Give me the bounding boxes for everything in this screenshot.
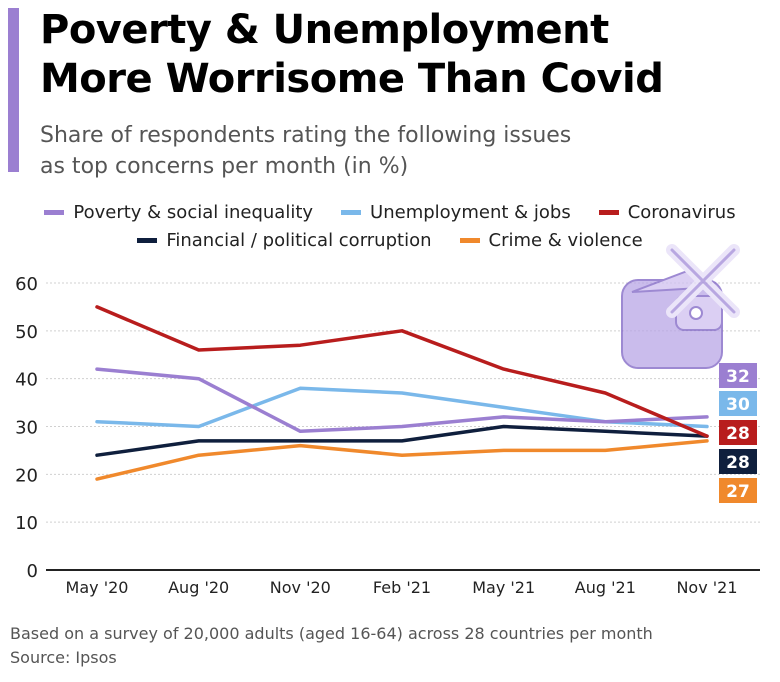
- chart-subtitle: Share of respondents rating the followin…: [40, 120, 680, 182]
- legend-item-coronavirus: Coronavirus: [598, 201, 736, 223]
- series-line: [95, 424, 709, 457]
- end-label: 32: [726, 367, 750, 387]
- x-tick-label: Feb '21: [373, 578, 431, 597]
- x-tick-label: Aug '20: [168, 578, 229, 597]
- end-label-box: [719, 391, 757, 416]
- y-tick-label: 10: [15, 513, 38, 534]
- legend-label: Poverty & social inequality: [73, 201, 314, 223]
- legend-label: Unemployment & jobs: [370, 201, 571, 223]
- legend-swatch: [341, 209, 362, 215]
- legend-swatch: [137, 237, 158, 243]
- legend-row-1: Poverty & social inequality Unemployment…: [0, 198, 780, 226]
- series-layer: [95, 305, 709, 481]
- end-label-box: [719, 363, 757, 388]
- end-label: 28: [726, 453, 750, 473]
- y-tick-label: 20: [15, 465, 38, 486]
- legend-label: Coronavirus: [627, 201, 736, 223]
- footer: Based on a survey of 20,000 adults (aged…: [10, 622, 770, 670]
- end-label: 28: [726, 424, 750, 444]
- y-tick-label: 40: [15, 370, 38, 391]
- legend-swatch: [459, 237, 480, 243]
- end-label-box: [719, 449, 757, 474]
- title-line-2: More Worrisome Than Covid: [40, 56, 664, 102]
- legend: Poverty & social inequality Unemployment…: [0, 198, 780, 254]
- footer-note: Based on a survey of 20,000 adults (aged…: [10, 624, 653, 643]
- end-label-box: [719, 478, 757, 503]
- chart-title: Poverty & Unemployment More Worrisome Th…: [40, 6, 770, 104]
- subtitle-line-1: Share of respondents rating the followin…: [40, 123, 572, 148]
- end-label: 27: [726, 482, 750, 502]
- end-labels-layer: 32 30 28 28 27: [719, 363, 757, 503]
- series-line: [95, 367, 709, 434]
- x-tick-label: Nov '20: [270, 578, 331, 597]
- legend-item-unemployment: Unemployment & jobs: [341, 202, 571, 223]
- subtitle-line-2: as top concerns per month (in %): [40, 154, 409, 179]
- footer-source: Source: Ipsos: [10, 648, 117, 667]
- legend-swatch: [44, 209, 65, 215]
- y-tick-label: 0: [27, 561, 38, 582]
- series-line: [95, 439, 709, 481]
- legend-item-corruption: Financial / political corruption: [137, 229, 432, 251]
- legend-label: Financial / political corruption: [166, 229, 432, 251]
- legend-swatch: [598, 209, 619, 215]
- end-label: 30: [726, 395, 750, 415]
- title-line-1: Poverty & Unemployment: [40, 7, 609, 53]
- x-tick-label: May '21: [472, 578, 535, 597]
- legend-label: Crime & violence: [488, 229, 643, 251]
- y-tick-label: 30: [15, 418, 38, 439]
- grid-layer: 0 10 20 30 40 50 60 May '20 Aug '20 Nov '20 Feb '2…: [15, 274, 760, 597]
- x-tick-label: May '20: [66, 578, 129, 597]
- x-tick-label: Aug '21: [575, 578, 636, 597]
- y-tick-label: 50: [15, 322, 38, 343]
- end-label-box: [719, 420, 757, 445]
- legend-row-2: Financial / political corruption Crime &…: [0, 226, 780, 254]
- legend-item-crime: Crime & violence: [459, 229, 643, 251]
- x-tick-label: Nov '21: [676, 578, 737, 597]
- series-line: [95, 305, 709, 438]
- legend-item-poverty: Poverty & social inequality: [44, 202, 313, 223]
- wallet-with-cross-icon: [621, 244, 740, 369]
- accent-bar: [8, 8, 19, 172]
- y-tick-label: 60: [15, 274, 38, 295]
